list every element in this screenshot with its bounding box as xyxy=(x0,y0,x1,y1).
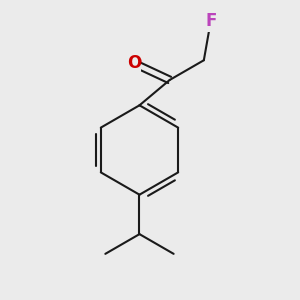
Text: F: F xyxy=(205,12,216,30)
Text: O: O xyxy=(127,54,141,72)
Text: F: F xyxy=(205,12,216,30)
Text: O: O xyxy=(127,54,141,72)
